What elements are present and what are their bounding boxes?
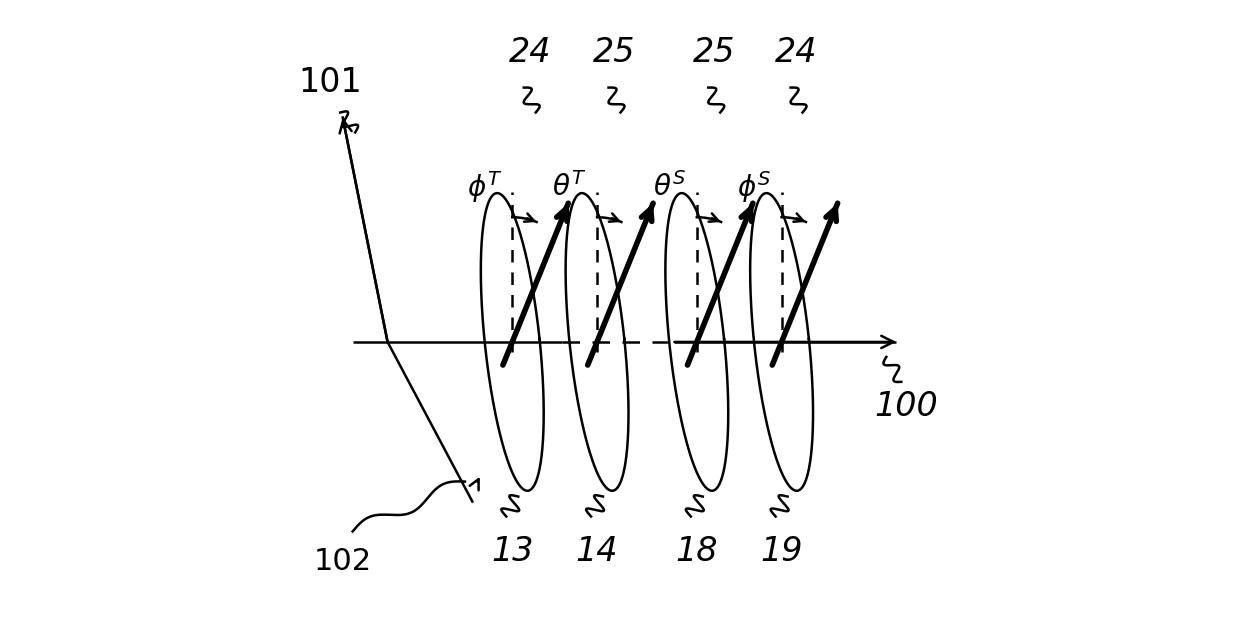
- Text: 19: 19: [761, 535, 803, 568]
- Text: 14: 14: [576, 535, 618, 568]
- Text: $\phi^T$: $\phi^T$: [467, 169, 503, 205]
- Text: 24: 24: [508, 36, 551, 69]
- Text: 101: 101: [299, 66, 362, 99]
- Text: 102: 102: [313, 547, 372, 576]
- Text: 18: 18: [675, 535, 719, 568]
- Text: 25: 25: [693, 36, 736, 69]
- Text: 100: 100: [875, 391, 938, 424]
- Text: $\theta^T$: $\theta^T$: [553, 172, 587, 202]
- Text: 24: 24: [776, 36, 818, 69]
- Text: $\theta^S$: $\theta^S$: [653, 172, 686, 202]
- Text: 25: 25: [593, 36, 636, 69]
- Text: 13: 13: [491, 535, 534, 568]
- Text: $\phi^S$: $\phi^S$: [737, 169, 771, 205]
